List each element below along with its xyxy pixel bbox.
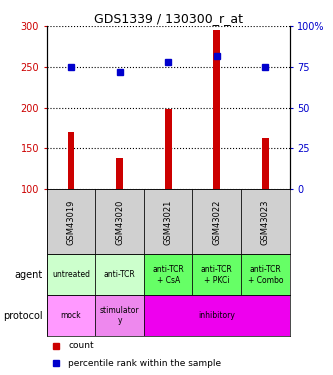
Bar xyxy=(192,189,241,255)
Bar xyxy=(144,255,192,295)
Text: agent: agent xyxy=(14,270,43,280)
Text: GSM43022: GSM43022 xyxy=(212,199,221,244)
Text: count: count xyxy=(69,341,94,350)
Bar xyxy=(241,255,290,295)
Bar xyxy=(47,255,95,295)
Bar xyxy=(47,189,95,255)
Text: inhibitory: inhibitory xyxy=(198,311,235,320)
Bar xyxy=(144,189,192,255)
Text: untreated: untreated xyxy=(52,270,90,279)
Text: GSM43021: GSM43021 xyxy=(164,199,173,244)
Bar xyxy=(47,295,95,336)
Text: percentile rank within the sample: percentile rank within the sample xyxy=(69,359,222,368)
Bar xyxy=(95,295,144,336)
Bar xyxy=(95,255,144,295)
Bar xyxy=(192,255,241,295)
Text: GSM43020: GSM43020 xyxy=(115,199,124,244)
Title: GDS1339 / 130300_r_at: GDS1339 / 130300_r_at xyxy=(94,12,243,25)
Text: mock: mock xyxy=(61,311,81,320)
Text: GSM43023: GSM43023 xyxy=(261,199,270,244)
Text: anti-TCR: anti-TCR xyxy=(104,270,136,279)
Bar xyxy=(68,132,74,189)
Bar xyxy=(95,189,144,255)
Text: GSM43019: GSM43019 xyxy=(66,199,76,244)
Bar xyxy=(213,30,220,189)
Bar xyxy=(165,108,171,189)
Bar xyxy=(241,189,290,255)
Text: anti-TCR
+ Combo: anti-TCR + Combo xyxy=(248,265,283,285)
Bar xyxy=(116,158,123,189)
Text: anti-TCR
+ CsA: anti-TCR + CsA xyxy=(152,265,184,285)
Bar xyxy=(262,138,269,189)
Text: stimulator
y: stimulator y xyxy=(100,306,139,325)
Text: anti-TCR
+ PKCi: anti-TCR + PKCi xyxy=(201,265,233,285)
Text: protocol: protocol xyxy=(3,310,43,321)
Bar xyxy=(144,295,290,336)
